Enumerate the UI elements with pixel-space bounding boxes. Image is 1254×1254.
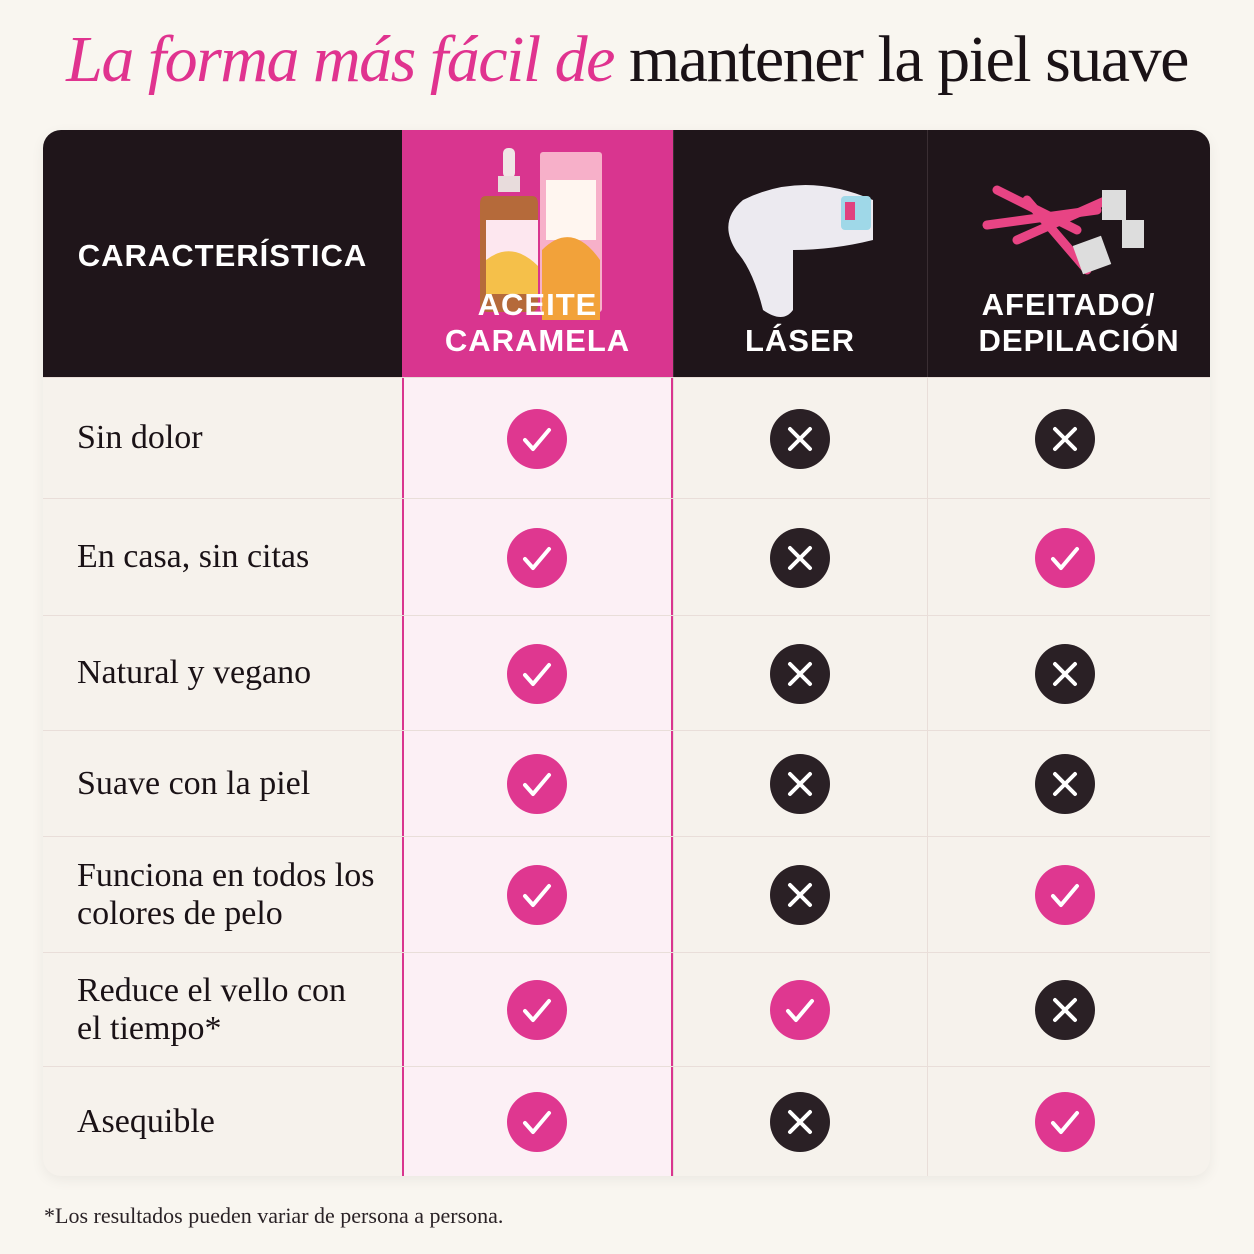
row-label: Suave con la piel — [77, 764, 311, 802]
header-label: AFEITADO/ DEPILACIÓN — [978, 287, 1180, 358]
check-icon — [507, 1092, 567, 1152]
row-label: Funciona en todos los colores de pelo — [77, 856, 375, 932]
check-icon — [507, 980, 567, 1040]
check-icon — [1035, 1092, 1095, 1152]
header-cell: CARACTERÍSTICA — [43, 130, 402, 377]
column-line — [673, 377, 674, 1176]
header-label: CARACTERÍSTICA — [77, 238, 368, 273]
row-label: Asequible — [77, 1102, 215, 1140]
check-icon — [507, 865, 567, 925]
check-icon — [1035, 865, 1095, 925]
cross-icon — [1035, 408, 1095, 469]
row-label: Reduce el vello con el tiempo* — [77, 971, 347, 1047]
cross-icon — [770, 527, 830, 588]
title-rest: mantener la piel suave — [628, 23, 1189, 96]
cross-icon — [770, 1092, 830, 1152]
header-cell: LÁSER — [673, 130, 927, 377]
check-icon — [1035, 527, 1095, 588]
header-separator — [673, 130, 674, 377]
table-row: Asequible — [43, 1066, 1210, 1176]
row-label: Natural y vegano — [77, 654, 312, 691]
footnote: *Los resultados pueden variar de persona… — [44, 1203, 504, 1228]
check-icon — [507, 527, 567, 588]
header-separator — [927, 130, 928, 377]
table-row: Suave con la piel — [43, 730, 1210, 836]
table-row: En casa, sin citas — [43, 498, 1210, 615]
cross-icon — [770, 865, 830, 925]
check-icon — [770, 980, 830, 1040]
cross-icon — [1035, 754, 1095, 814]
table-row: Natural y vegano — [43, 615, 1210, 730]
check-icon — [507, 754, 567, 814]
title-highlight: La forma más fácil de — [66, 23, 615, 96]
comparison-table: CARACTERÍSTICA ACEITE CARAMELA LÁSER — [43, 130, 1210, 1176]
product-image — [728, 185, 873, 317]
cross-icon — [1035, 643, 1095, 704]
cross-icon — [770, 408, 830, 469]
check-icon — [507, 643, 567, 704]
title: La forma más fácil de mantener la piel s… — [0, 22, 1254, 98]
cross-icon — [770, 643, 830, 704]
header-label: ACEITE CARAMELA — [444, 287, 631, 358]
check-icon — [507, 408, 567, 469]
row-label: Sin dolor — [77, 419, 203, 456]
header-cell: ACEITE CARAMELA — [402, 130, 673, 377]
product-image — [480, 148, 602, 320]
row-label: En casa, sin citas — [77, 538, 310, 575]
table-row: Sin dolor — [43, 377, 1210, 498]
table-row: Funciona en todos los colores de pelo — [43, 836, 1210, 952]
product-image — [982, 185, 1144, 275]
header-label: LÁSER — [744, 323, 856, 358]
header-cell: AFEITADO/ DEPILACIÓN — [927, 130, 1210, 377]
table-row: Reduce el vello con el tiempo* — [43, 952, 1210, 1066]
cross-icon — [770, 754, 830, 814]
column-line — [927, 377, 928, 1176]
cross-icon — [1035, 980, 1095, 1040]
